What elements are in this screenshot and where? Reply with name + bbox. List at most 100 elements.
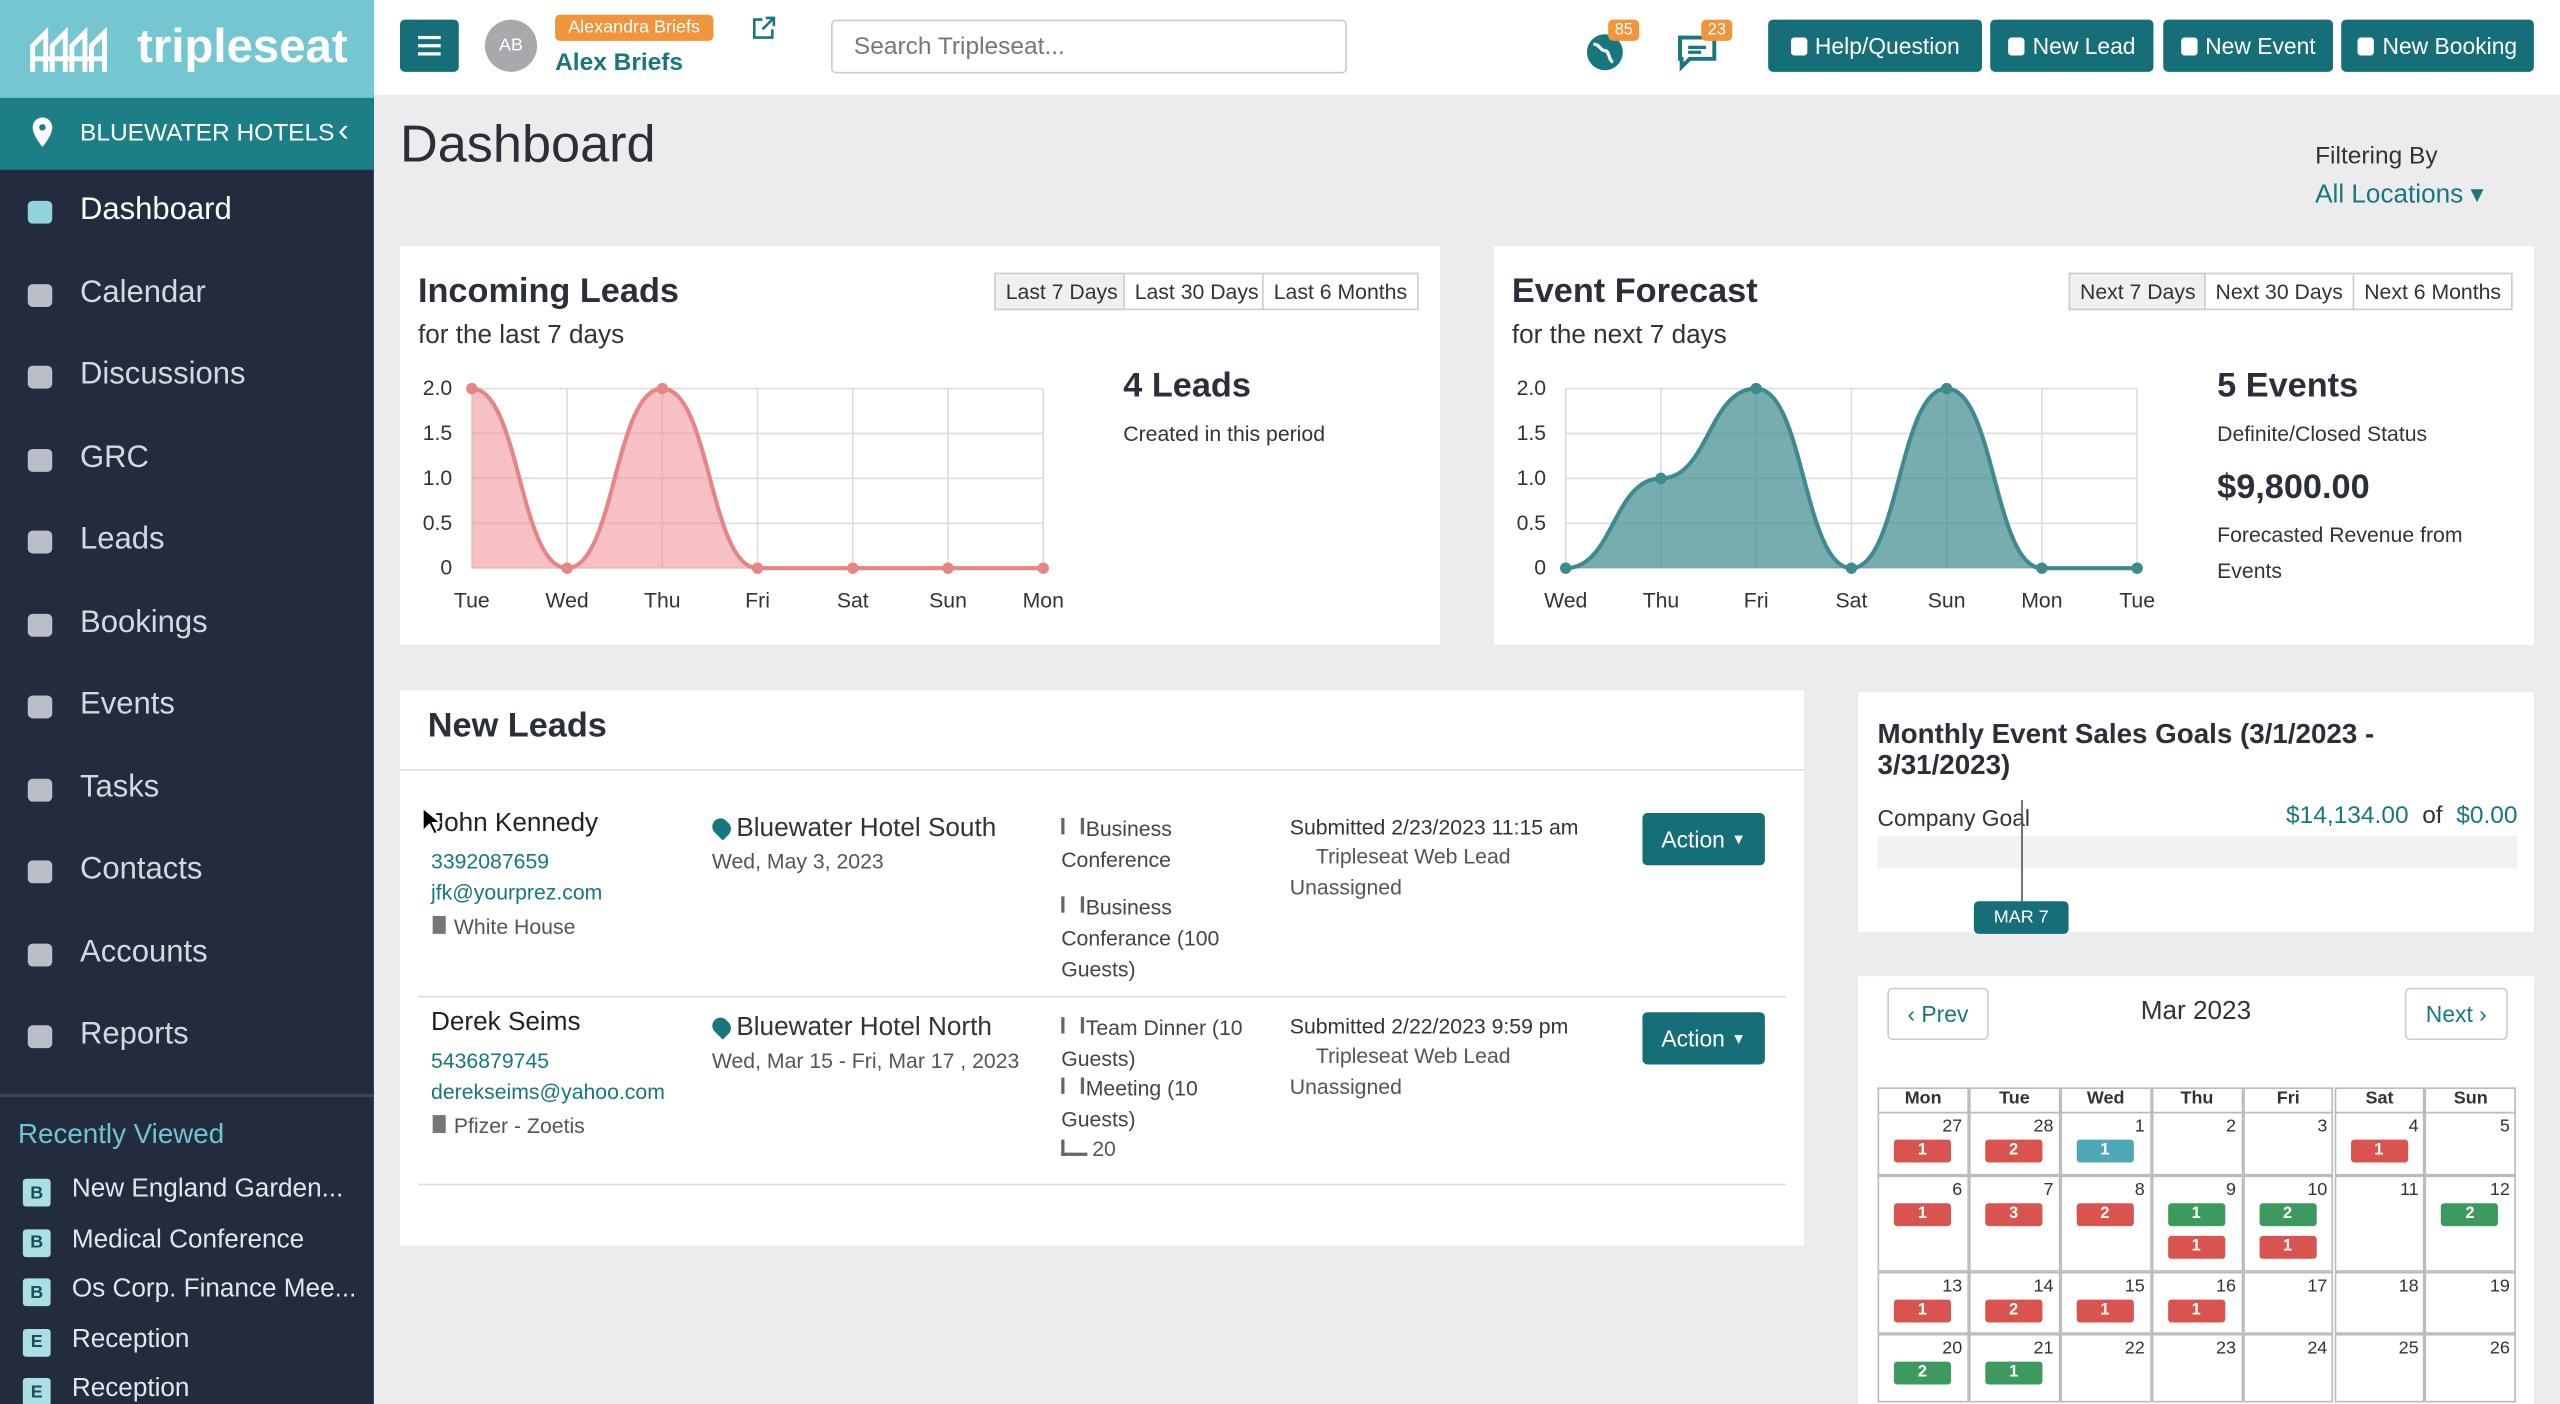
event-badge[interactable]: 1 (2167, 1235, 2225, 1259)
event-badge[interactable]: 2 (2441, 1203, 2499, 1227)
search-box[interactable]: Search Tripleseat... (831, 19, 1347, 74)
nav-item[interactable]: Calendar (79, 275, 206, 310)
event-badge[interactable]: 1 (1985, 1361, 2043, 1385)
day-cell[interactable]: 14 2 (1968, 1271, 2061, 1334)
nav-item[interactable]: Bookings (79, 604, 208, 640)
recent-item[interactable]: New England Garden... (71, 1175, 344, 1204)
event-badge[interactable]: 1 (1893, 1203, 1952, 1227)
nav-item[interactable]: Leads (79, 522, 165, 557)
location-bar[interactable]: BLUEWATER HOTELS ‹ (0, 97, 374, 170)
nav-item[interactable]: Contacts (79, 852, 203, 887)
lead-name[interactable]: Derek Seims (431, 1008, 581, 1037)
event-badge[interactable]: 1 (2167, 1299, 2225, 1323)
event-badge[interactable]: 1 (2076, 1299, 2134, 1323)
day-cell[interactable]: 13 1 (1877, 1271, 1969, 1334)
day-cell[interactable]: 22 (2060, 1333, 2152, 1403)
event-badge[interactable]: 2 (1985, 1299, 2043, 1323)
range-button[interactable]: Next 7 Days (2068, 272, 2206, 311)
x-tick-label: Tue (2119, 589, 2155, 612)
nav-item[interactable]: Reports (79, 1017, 189, 1052)
recent-item[interactable]: Reception (71, 1374, 190, 1403)
goal-bar (1877, 835, 2518, 869)
event-badge[interactable]: 1 (1893, 1139, 1952, 1163)
day-cell[interactable]: 12 2 (2425, 1175, 2517, 1272)
range-button[interactable]: Next 6 Months (2352, 272, 2513, 311)
goals-card: Monthly Event Sales Goals (3/1/2023 - 3/… (1857, 692, 2534, 934)
range-button[interactable]: Next 30 Days (2204, 272, 2355, 311)
day-cell[interactable]: 28 2 (1968, 1111, 2061, 1176)
impersonating-badge: Alexandra Briefs (555, 14, 714, 41)
day-cell[interactable]: 11 (2333, 1175, 2426, 1272)
logo-area: tripleseat (0, 0, 374, 98)
day-cell[interactable]: 5 (2425, 1111, 2517, 1176)
nav-item[interactable]: Discussions (79, 357, 246, 392)
avatar[interactable]: AB (484, 19, 538, 72)
globe-icon[interactable] (1584, 31, 1626, 73)
day-cell[interactable]: 23 (2151, 1333, 2243, 1403)
nav-item[interactable]: GRC (79, 439, 149, 475)
chat-icon[interactable] (1675, 33, 1719, 72)
recent-item[interactable]: Os Corp. Finance Mee... (71, 1275, 357, 1303)
nav-item[interactable]: Tasks (79, 769, 160, 805)
recent-item[interactable]: Medical Conference (71, 1225, 305, 1254)
day-cell[interactable]: 15 1 (2060, 1271, 2152, 1334)
nav-item[interactable]: Dashboard (79, 192, 232, 227)
event-badge[interactable]: 1 (2076, 1139, 2134, 1163)
header-button[interactable]: New Event (2163, 19, 2334, 72)
lead-name[interactable]: John Kennedy (431, 809, 599, 838)
day-cell[interactable]: 2 (2151, 1111, 2243, 1176)
nav-item[interactable]: Events (79, 687, 175, 722)
day-number: 8 (2134, 1180, 2145, 1200)
event-badge[interactable]: 2 (2076, 1203, 2134, 1227)
day-cell[interactable]: 25 (2333, 1333, 2426, 1403)
header-button[interactable]: Help/Question (1768, 19, 1983, 72)
header-button[interactable]: New Booking (2341, 19, 2534, 72)
day-cell[interactable]: 10 2 1 (2242, 1175, 2334, 1272)
external-link-icon[interactable] (752, 16, 776, 39)
filter-value[interactable]: All Locations ▾ (2315, 181, 2484, 209)
day-cell[interactable]: 26 (2425, 1333, 2517, 1403)
action-button[interactable]: Action ▼ (1642, 1012, 1765, 1065)
day-cell[interactable]: 3 (2242, 1111, 2334, 1176)
event-badge[interactable]: 2 (2258, 1203, 2317, 1227)
day-cell[interactable]: 18 (2333, 1271, 2426, 1334)
day-cell[interactable]: 24 (2242, 1333, 2334, 1403)
day-cell[interactable]: 19 (2425, 1271, 2517, 1334)
collapse-icon[interactable]: ‹ (337, 112, 349, 149)
x-tick-label: Thu (644, 589, 681, 612)
user-name[interactable]: Alex Briefs (555, 48, 684, 77)
prev-button[interactable]: ‹ Prev (1887, 987, 1989, 1040)
lead-email[interactable]: jfk@yourprez.com (431, 879, 603, 905)
event-badge[interactable]: 1 (1893, 1299, 1952, 1323)
lead-phone[interactable]: 5436879745 (431, 1048, 550, 1073)
header-button[interactable]: New Lead (1990, 19, 2154, 72)
menu-button[interactable] (399, 19, 459, 72)
event-badge[interactable]: 3 (1985, 1203, 2043, 1227)
lead-email[interactable]: derekseims@yahoo.com (431, 1079, 665, 1104)
day-cell[interactable]: 17 (2242, 1271, 2334, 1334)
event-badge[interactable]: 1 (2258, 1235, 2317, 1259)
day-cell[interactable]: 20 2 (1877, 1333, 1969, 1403)
lead-phone[interactable]: 3392087659 (431, 848, 550, 874)
nav-item[interactable]: Accounts (79, 934, 208, 969)
range-button[interactable]: Last 6 Months (1262, 272, 1419, 311)
day-cell[interactable]: 27 1 (1877, 1111, 1969, 1176)
day-cell[interactable]: 16 1 (2151, 1271, 2243, 1334)
range-button[interactable]: Last 30 Days (1123, 272, 1264, 311)
day-cell[interactable]: 21 1 (1968, 1333, 2061, 1403)
next-button[interactable]: Next › (2404, 987, 2508, 1040)
range-button[interactable]: Last 7 Days (994, 272, 1125, 311)
event-badge[interactable]: 2 (1893, 1361, 1952, 1385)
action-button[interactable]: Action ▼ (1642, 813, 1765, 866)
location-name: BLUEWATER HOTELS (79, 119, 335, 147)
recent-item[interactable]: Reception (71, 1324, 190, 1353)
event-badge[interactable]: 2 (1985, 1139, 2043, 1163)
event-badge[interactable]: 1 (2350, 1139, 2408, 1163)
event-badge[interactable]: 1 (2167, 1203, 2225, 1227)
